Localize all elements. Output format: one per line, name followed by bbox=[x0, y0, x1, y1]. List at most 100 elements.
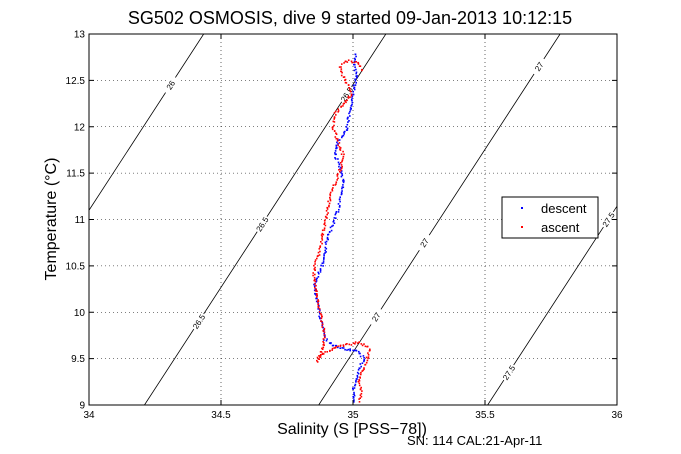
ascent-point bbox=[336, 138, 339, 140]
descent-point bbox=[316, 297, 318, 300]
ascent-point bbox=[342, 76, 345, 78]
descent-point bbox=[342, 184, 344, 186]
descent-point bbox=[341, 174, 344, 177]
ascent-point bbox=[342, 105, 344, 107]
descent-point bbox=[329, 231, 331, 233]
ascent-point bbox=[349, 88, 351, 90]
descent-point bbox=[355, 68, 357, 71]
ascent-point bbox=[323, 327, 326, 330]
descent-point bbox=[326, 236, 329, 239]
ascent-point bbox=[315, 293, 318, 295]
descent-point bbox=[355, 378, 358, 380]
series-ascent bbox=[312, 59, 371, 403]
ascent-point bbox=[314, 269, 316, 271]
descent-point bbox=[350, 99, 353, 101]
calibration-footer: SN: 114 CAL:21-Apr-11 bbox=[407, 433, 542, 448]
ascent-point bbox=[321, 347, 323, 350]
descent-point bbox=[353, 394, 356, 397]
ascent-point bbox=[331, 188, 333, 191]
descent-point bbox=[354, 66, 356, 68]
ascent-point bbox=[355, 61, 357, 63]
descent-point bbox=[322, 262, 325, 264]
descent-point bbox=[322, 265, 324, 267]
descent-point bbox=[337, 158, 339, 160]
contour-label-group: 27 bbox=[366, 306, 386, 328]
descent-point bbox=[321, 322, 324, 324]
descent-point bbox=[325, 243, 327, 245]
descent-point bbox=[325, 339, 328, 342]
ascent-point bbox=[314, 273, 316, 276]
ascent-point bbox=[337, 345, 339, 347]
ascent-point bbox=[350, 60, 353, 63]
descent-point bbox=[318, 305, 320, 307]
descent-point bbox=[355, 75, 357, 77]
contour-label-group: 27 bbox=[415, 232, 434, 253]
descent-point bbox=[350, 108, 352, 110]
descent-point bbox=[345, 126, 348, 128]
descent-point bbox=[339, 168, 341, 170]
ascent-point bbox=[363, 368, 365, 371]
ascent-point bbox=[343, 153, 345, 156]
legend-label-descent: descent bbox=[541, 201, 587, 216]
descent-point bbox=[354, 384, 356, 387]
ascent-point bbox=[323, 229, 326, 231]
ascent-point bbox=[321, 239, 324, 241]
ascent-point bbox=[314, 287, 316, 289]
descent-point bbox=[319, 268, 322, 270]
ascent-point bbox=[358, 398, 360, 400]
ascent-point bbox=[329, 193, 331, 195]
descent-point bbox=[322, 326, 324, 329]
ascent-point bbox=[341, 63, 343, 65]
descent-point bbox=[340, 171, 342, 174]
descent-point bbox=[355, 381, 357, 383]
ascent-point bbox=[337, 177, 339, 180]
ascent-point bbox=[320, 320, 322, 322]
descent-point bbox=[344, 348, 346, 351]
ascent-point bbox=[313, 279, 315, 282]
ascent-point bbox=[365, 361, 368, 364]
descent-point bbox=[332, 344, 335, 347]
ascent-point bbox=[333, 112, 336, 114]
ascent-point bbox=[364, 363, 367, 366]
ascent-point bbox=[340, 167, 343, 170]
ascent-point bbox=[335, 346, 337, 348]
descent-point bbox=[354, 78, 356, 80]
ascent-point bbox=[340, 164, 343, 166]
ascent-point bbox=[323, 331, 326, 334]
descent-point bbox=[346, 127, 349, 130]
ascent-point bbox=[322, 344, 325, 346]
ascent-point bbox=[312, 272, 314, 274]
ascent-point bbox=[320, 234, 323, 236]
ascent-point bbox=[321, 242, 323, 245]
descent-point bbox=[337, 211, 340, 213]
ascent-point bbox=[316, 359, 318, 362]
ascent-point bbox=[317, 300, 320, 302]
descent-point bbox=[323, 253, 325, 255]
descent-point bbox=[353, 87, 355, 89]
ascent-point bbox=[326, 206, 328, 209]
ascent-point bbox=[361, 390, 363, 392]
ascent-point bbox=[314, 259, 317, 261]
ascent-point bbox=[357, 380, 360, 383]
descent-point bbox=[317, 271, 319, 274]
ascent-point bbox=[332, 184, 335, 186]
ascent-point bbox=[317, 306, 319, 308]
ascent-point bbox=[322, 353, 325, 355]
ascent-point bbox=[321, 315, 323, 318]
descent-point bbox=[352, 395, 354, 398]
ascent-point bbox=[320, 317, 323, 320]
ascent-point bbox=[346, 99, 348, 102]
descent-point bbox=[320, 264, 322, 267]
ascent-point bbox=[369, 349, 371, 352]
ascent-point bbox=[349, 96, 351, 98]
descent-point bbox=[359, 367, 361, 370]
descent-point bbox=[313, 283, 315, 286]
descent-point bbox=[330, 229, 333, 232]
ascent-point bbox=[340, 169, 342, 172]
ascent-point bbox=[316, 295, 318, 297]
ascent-point bbox=[320, 241, 322, 243]
ascent-point bbox=[337, 111, 339, 113]
ascent-point bbox=[353, 61, 356, 64]
ascent-point bbox=[335, 133, 338, 135]
ascent-point bbox=[319, 245, 322, 247]
